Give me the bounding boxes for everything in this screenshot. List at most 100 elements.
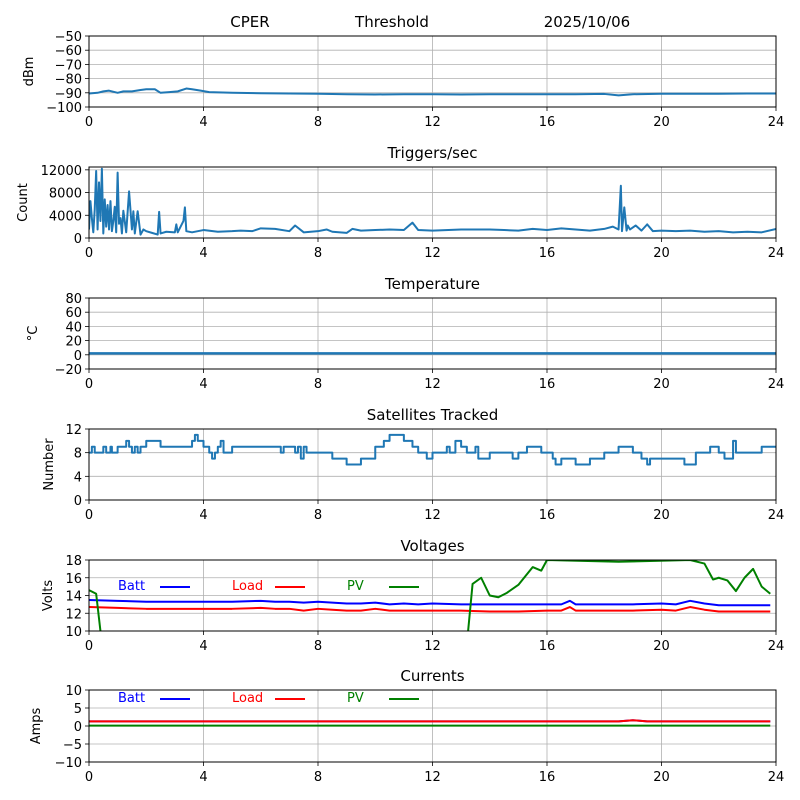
x-tick-label: 8 xyxy=(314,770,322,785)
y-tick-label: 0 xyxy=(74,232,82,247)
x-tick-label: 4 xyxy=(199,377,207,392)
y-tick-label: 0 xyxy=(74,720,82,735)
x-tick-label: 4 xyxy=(199,770,207,785)
x-tick-label: 20 xyxy=(653,639,670,654)
series-line-load xyxy=(89,606,771,613)
axes-frame xyxy=(88,297,777,370)
y-tick-label: −5 xyxy=(63,738,82,753)
x-tick-label: 12 xyxy=(424,115,441,130)
x-tick-label: 16 xyxy=(539,246,556,261)
panel-5: 0 4 8 12 16 20 24 10 5 0 −5 −10 Currents Amps Batt Load… xyxy=(29,667,784,785)
y-tick-label: 16 xyxy=(65,572,82,587)
axes-frame xyxy=(88,559,777,632)
y-tick-label: −50 xyxy=(55,30,82,45)
y-tick-label: 80 xyxy=(65,292,82,307)
series-line-batt xyxy=(89,598,771,607)
y-tick-label: 8 xyxy=(74,447,82,462)
series-line-load xyxy=(89,719,771,723)
x-tick-label: 4 xyxy=(199,508,207,523)
x-tick-label: 0 xyxy=(85,115,93,130)
x-tick-label: 12 xyxy=(424,246,441,261)
x-tick-label: 4 xyxy=(199,246,207,261)
x-tick-label: 16 xyxy=(539,770,556,785)
x-tick-label: 24 xyxy=(768,508,785,523)
y-tick-label: −90 xyxy=(55,87,82,102)
axes-frame xyxy=(88,689,777,763)
y-tick-label: 18 xyxy=(65,554,82,569)
y-tick-label: 10 xyxy=(65,625,82,640)
panel-title: Triggers/sec xyxy=(387,144,478,162)
x-tick-label: 16 xyxy=(539,508,556,523)
y-tick-label: 4000 xyxy=(49,209,82,224)
series-line-pv xyxy=(89,560,771,631)
series-line-satellites xyxy=(89,433,776,466)
y-tick-label: 8000 xyxy=(49,187,82,202)
y-tick-label: −20 xyxy=(55,363,82,378)
y-tick-label: −80 xyxy=(55,73,82,88)
panel-1: 0 4 8 12 16 20 24 12000 8000 4000 0 Triggers/sec Cou… xyxy=(16,144,784,261)
y-tick-label: −70 xyxy=(55,58,82,73)
x-tick-label: 24 xyxy=(768,115,785,130)
x-tick-label: 8 xyxy=(314,377,322,392)
series-line-triggers xyxy=(89,167,776,236)
x-tick-label: 12 xyxy=(424,508,441,523)
x-tick-label: 24 xyxy=(768,770,785,785)
x-tick-label: 16 xyxy=(539,115,556,130)
x-tick-label: 4 xyxy=(199,115,207,130)
x-tick-label: 8 xyxy=(314,508,322,523)
y-tick-label: 40 xyxy=(65,320,82,335)
legend-label-pv: PV xyxy=(347,691,364,706)
x-tick-label: 20 xyxy=(653,770,670,785)
x-tick-label: 12 xyxy=(424,377,441,392)
header-station: CPER xyxy=(230,13,269,31)
y-axis-label: °C xyxy=(26,326,41,342)
y-tick-label: 0 xyxy=(74,349,82,364)
panel-4: 0 4 8 12 16 20 24 18 16 14 12 10 Voltages Volts Batt Lo… xyxy=(41,537,784,654)
y-tick-label: −100 xyxy=(46,101,82,116)
y-axis-label: Amps xyxy=(29,707,44,744)
x-tick-label: 12 xyxy=(424,639,441,654)
y-tick-label: 60 xyxy=(65,306,82,321)
x-tick-label: 20 xyxy=(653,115,670,130)
x-tick-label: 16 xyxy=(539,639,556,654)
x-tick-label: 0 xyxy=(85,770,93,785)
y-tick-label: −60 xyxy=(55,44,82,59)
panel-0: 0 4 8 12 16 20 24 −50−60−70−80−90−100 dBm xyxy=(22,30,784,130)
x-tick-label: 24 xyxy=(768,377,785,392)
y-axis-label: dBm xyxy=(22,57,37,87)
x-tick-label: 16 xyxy=(539,377,556,392)
y-tick-label: 12000 xyxy=(41,164,82,179)
y-axis-label: Number xyxy=(42,438,57,491)
legend-label-load: Load xyxy=(232,691,263,706)
x-tick-label: 4 xyxy=(199,639,207,654)
x-tick-label: 8 xyxy=(314,115,322,130)
axes-frame xyxy=(88,428,777,501)
y-tick-label: 12 xyxy=(65,423,82,438)
header-mode: Threshold xyxy=(354,13,429,31)
axes-frame xyxy=(88,35,777,108)
x-tick-label: 0 xyxy=(85,639,93,654)
legend-label-batt: Batt xyxy=(118,579,145,594)
panel-title: Currents xyxy=(400,667,464,685)
x-tick-label: 20 xyxy=(653,508,670,523)
y-tick-label: 10 xyxy=(65,684,82,699)
y-tick-label: 4 xyxy=(74,470,82,485)
x-tick-label: 20 xyxy=(653,377,670,392)
legend-label-batt: Batt xyxy=(118,691,145,706)
y-tick-label: 12 xyxy=(65,607,82,622)
y-axis-label: Volts xyxy=(41,580,56,612)
y-tick-label: 0 xyxy=(74,494,82,509)
axes-frame xyxy=(88,166,777,239)
header-date: 2025/10/06 xyxy=(544,13,630,31)
panel-3: 0 4 8 12 16 20 24 12 8 4 0 Satellites Tracked Number xyxy=(42,406,784,523)
y-axis-label: Count xyxy=(16,183,31,222)
panel-title: Temperature xyxy=(384,275,480,293)
y-tick-label: 14 xyxy=(65,590,82,605)
x-tick-label: 8 xyxy=(314,246,322,261)
y-tick-label: −10 xyxy=(55,756,82,771)
x-tick-label: 0 xyxy=(85,377,93,392)
panel-title: Voltages xyxy=(400,537,464,555)
x-tick-label: 24 xyxy=(768,246,785,261)
